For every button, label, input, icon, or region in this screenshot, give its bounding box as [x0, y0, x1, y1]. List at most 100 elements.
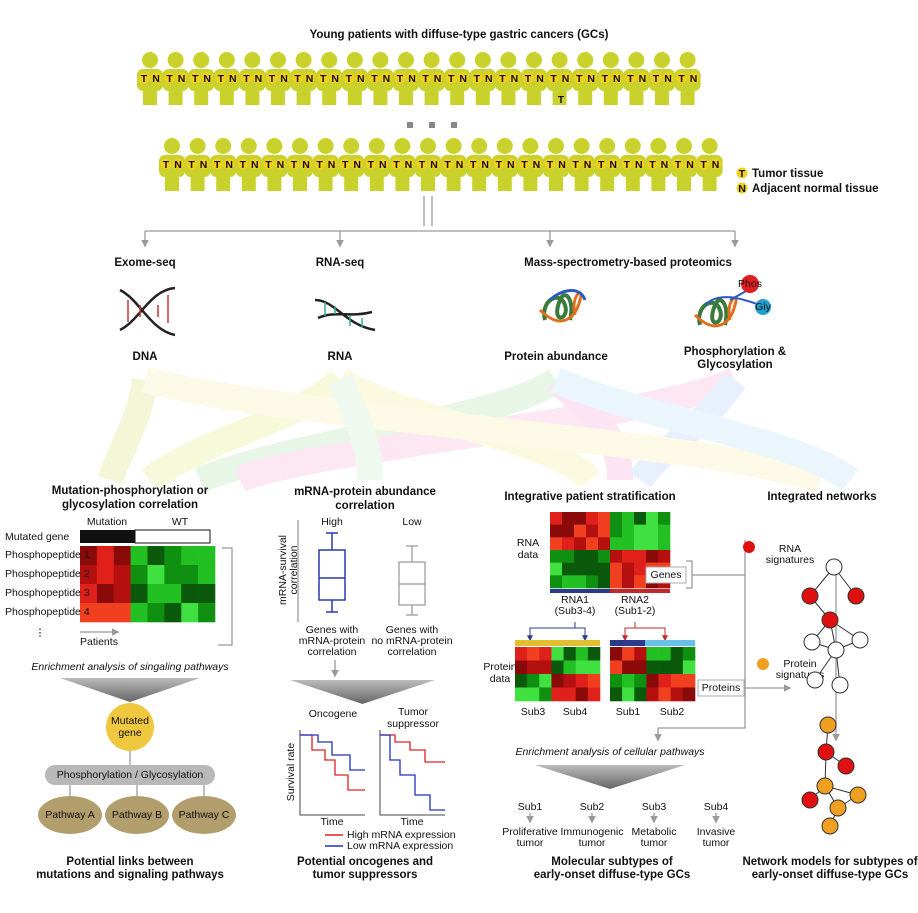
tissue-mark: N: [456, 159, 464, 171]
tissue-dot: [186, 158, 198, 170]
tissue-dot: [198, 158, 210, 170]
patient-legs: [446, 174, 461, 191]
heatmap-cell: [646, 512, 659, 525]
funnel: [535, 765, 685, 789]
patient-legs: [322, 88, 337, 105]
signature-dot: [757, 658, 769, 670]
heatmap-cell: [551, 687, 564, 702]
heatmap-cell: [574, 562, 587, 576]
tissue-mark: N: [609, 159, 617, 171]
heatmap-cell: [610, 687, 623, 702]
signature-label: Protein: [783, 658, 816, 670]
heatmap-cell: [562, 537, 575, 551]
heatmap-cell: [164, 546, 182, 566]
tissue-dot: [314, 158, 326, 170]
subgroup-label: Sub3: [521, 706, 546, 718]
tissue-mark: T: [419, 159, 426, 171]
patient-head: [474, 52, 491, 68]
heatmap-cell: [147, 546, 165, 566]
patient-head: [496, 138, 513, 154]
tissue-mark: N: [507, 159, 515, 171]
heatmap-cell: [670, 674, 684, 688]
network-node: [816, 777, 834, 795]
tissue-mark: T: [678, 73, 685, 85]
tissue-dot: [262, 158, 274, 170]
tissue-dot: [646, 158, 658, 170]
assay-title: Mass-spectrometry-based proteomics: [524, 257, 732, 269]
heatmap-cell: [587, 674, 601, 688]
heatmap-cell: [550, 537, 563, 551]
heatmap-cell: [587, 687, 601, 702]
tissue-dot: [560, 72, 572, 84]
heatmap-cell: [646, 687, 659, 702]
heatmap-cell: [130, 565, 148, 585]
boxplot: [399, 545, 425, 616]
heatmap-cell: [622, 647, 635, 661]
heatmap-cell: [515, 660, 528, 675]
heatmap-cell: [574, 524, 587, 538]
patient-legs: [600, 174, 615, 191]
tissue-mark: T: [598, 159, 605, 171]
group-label: Low: [402, 516, 422, 528]
tissue-mark: N: [690, 73, 698, 85]
subgroup-label: Sub4: [563, 706, 588, 718]
patient-head: [679, 52, 696, 68]
patient-head: [599, 138, 616, 154]
boxplot-box: [318, 549, 346, 601]
heatmap-cell: [682, 660, 696, 675]
tissue-dot: [227, 72, 239, 84]
tissue-mark: N: [485, 73, 493, 85]
legend-label: Tumor tissue: [752, 168, 823, 180]
km-curve: [380, 734, 445, 811]
tissue-mark: N: [558, 159, 566, 171]
tissue-mark: T: [550, 73, 557, 85]
patient-legs: [702, 174, 717, 191]
heatmap-cell: [610, 674, 623, 688]
heatmap-cell: [563, 660, 577, 675]
tissue-dot: [274, 158, 286, 170]
patient-head: [164, 138, 180, 154]
heatmap-cell: [550, 562, 563, 576]
tissue-mark: T: [627, 73, 634, 85]
genes-label: Genes: [651, 569, 682, 581]
network-node: [801, 587, 819, 605]
tissue-mark: T: [393, 159, 400, 171]
heatmap-cell: [610, 550, 623, 563]
heatmap-cell: [598, 575, 611, 589]
heatmap-cell: [551, 674, 564, 688]
patient-legs: [475, 88, 490, 105]
heatmap-cell: [622, 524, 635, 538]
heatmap-cell: [610, 660, 623, 675]
tissue-mark: N: [331, 73, 339, 85]
patient-head: [266, 138, 283, 154]
heatmap-cell: [622, 660, 635, 675]
tissue-dot: [607, 158, 619, 170]
caption: mutations and signaling pathways: [36, 869, 224, 881]
axis-label: Time: [401, 816, 424, 828]
tissue-mark: T: [368, 159, 375, 171]
signature-label: signatures: [766, 554, 814, 566]
heatmap-cell: [598, 562, 611, 576]
tissue-dot: [518, 158, 530, 170]
heatmap-cell: [539, 660, 552, 675]
patient-head: [526, 52, 542, 68]
tissue-mark: T: [649, 159, 656, 171]
tissue-dot: [368, 72, 380, 84]
patient-head: [522, 138, 539, 154]
legend-label: High mRNA expression: [347, 829, 456, 841]
tissue-mark: T: [474, 73, 481, 85]
tissue-dot: [582, 158, 594, 170]
tissue-mark: T: [572, 159, 579, 171]
patient-legs: [574, 174, 589, 191]
subtype-label: Metabolic: [632, 826, 677, 838]
gly-label: Gly: [755, 301, 772, 313]
network-node: [801, 791, 819, 809]
patient-legs: [578, 88, 593, 105]
heatmap-cell: [550, 550, 563, 563]
heatmap-cell: [575, 647, 589, 661]
group-description: no mRNA-protein: [371, 635, 452, 647]
tissue-mark: T: [192, 73, 199, 85]
heatmap-cell: [130, 584, 148, 604]
heatmap-cell: [113, 584, 131, 604]
tissue-dot: [380, 72, 392, 84]
